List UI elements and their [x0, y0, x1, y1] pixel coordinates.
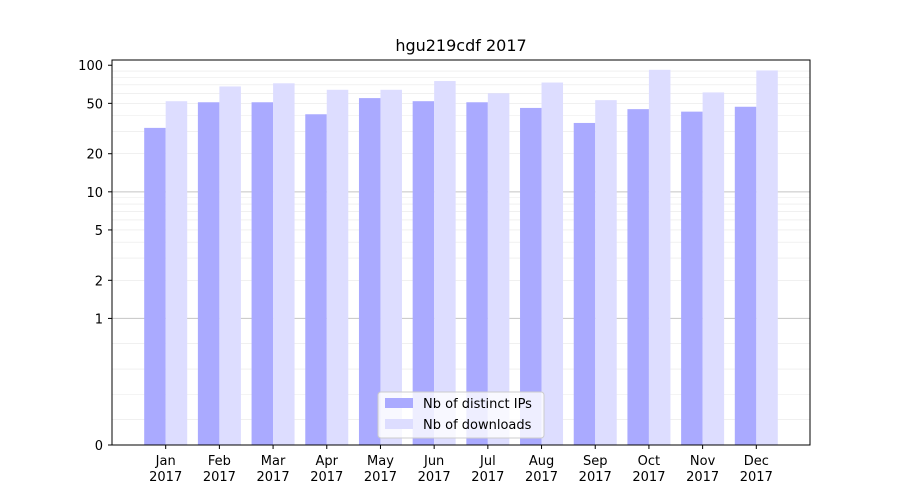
legend-swatch: [385, 398, 413, 408]
x-tick-label: Dec 2017: [740, 454, 773, 485]
y-axis: 0 1 2 5 10 20 50 100: [78, 59, 112, 454]
bar-distinct-ips: [412, 101, 435, 446]
bar-distinct-ips: [197, 102, 220, 445]
y-tick-label: 100: [78, 59, 103, 74]
bar-downloads: [380, 89, 402, 445]
x-axis: Jan 2017 Feb 2017 Mar 2017 Apr 2017 May 2017 Jun 20…: [149, 445, 773, 485]
bar-distinct-ips: [681, 111, 703, 445]
bar-downloads: [434, 81, 456, 445]
legend-swatch: [385, 419, 413, 429]
bars: [144, 69, 778, 446]
bar-downloads: [756, 70, 778, 445]
bar-distinct-ips: [251, 102, 274, 445]
bar-distinct-ips: [144, 127, 166, 445]
bar-distinct-ips: [627, 109, 649, 446]
bar-downloads: [487, 93, 510, 445]
bar-downloads: [541, 82, 564, 445]
x-tick-label: Nov 2017: [686, 454, 719, 485]
bar-distinct-ips: [358, 98, 381, 445]
bar-distinct-ips: [466, 102, 488, 445]
bar-distinct-ips: [573, 122, 596, 445]
y-tick-label: 10: [86, 186, 103, 201]
x-tick-label: Sep 2017: [579, 454, 612, 485]
x-tick-label: May 2017: [364, 454, 397, 485]
y-tick-label: 1: [95, 312, 103, 327]
x-tick-label: Mar 2017: [257, 454, 290, 485]
x-tick-label: Jul 2017: [471, 454, 504, 485]
bar-downloads: [165, 101, 188, 446]
plot-frame: [111, 59, 811, 446]
bar-downloads: [326, 89, 349, 445]
bar-downloads: [595, 100, 617, 445]
y-tick-label: 5: [95, 224, 103, 239]
x-tick-label: Oct 2017: [632, 454, 665, 485]
bar-downloads: [273, 83, 295, 445]
x-tick-label: Jun 2017: [418, 454, 451, 485]
x-tick-label: Feb 2017: [203, 454, 236, 485]
x-tick-label: Jan 2017: [149, 454, 182, 485]
legend-label: Nb of distinct IPs: [423, 397, 532, 412]
y-tick-label: 50: [86, 97, 103, 112]
x-tick-label: Apr 2017: [310, 454, 343, 485]
x-tick-label: Aug 2017: [525, 454, 558, 485]
bar-downloads: [702, 92, 725, 446]
chart-title: hgu219cdf 2017: [395, 36, 526, 55]
legend-label: Nb of downloads: [423, 418, 532, 433]
legend: Nb of distinct IPs Nb of downloads: [377, 391, 545, 439]
bar-distinct-ips: [734, 106, 757, 445]
y-tick-label: 2: [95, 274, 103, 289]
y-tick-label: 20: [86, 148, 103, 163]
y-tick-label: 0: [95, 439, 103, 454]
legend-box: [377, 391, 545, 439]
bar-distinct-ips: [305, 114, 327, 445]
bar-downloads: [219, 86, 241, 445]
bar-downloads: [648, 69, 671, 446]
bar-distinct-ips: [520, 107, 542, 446]
